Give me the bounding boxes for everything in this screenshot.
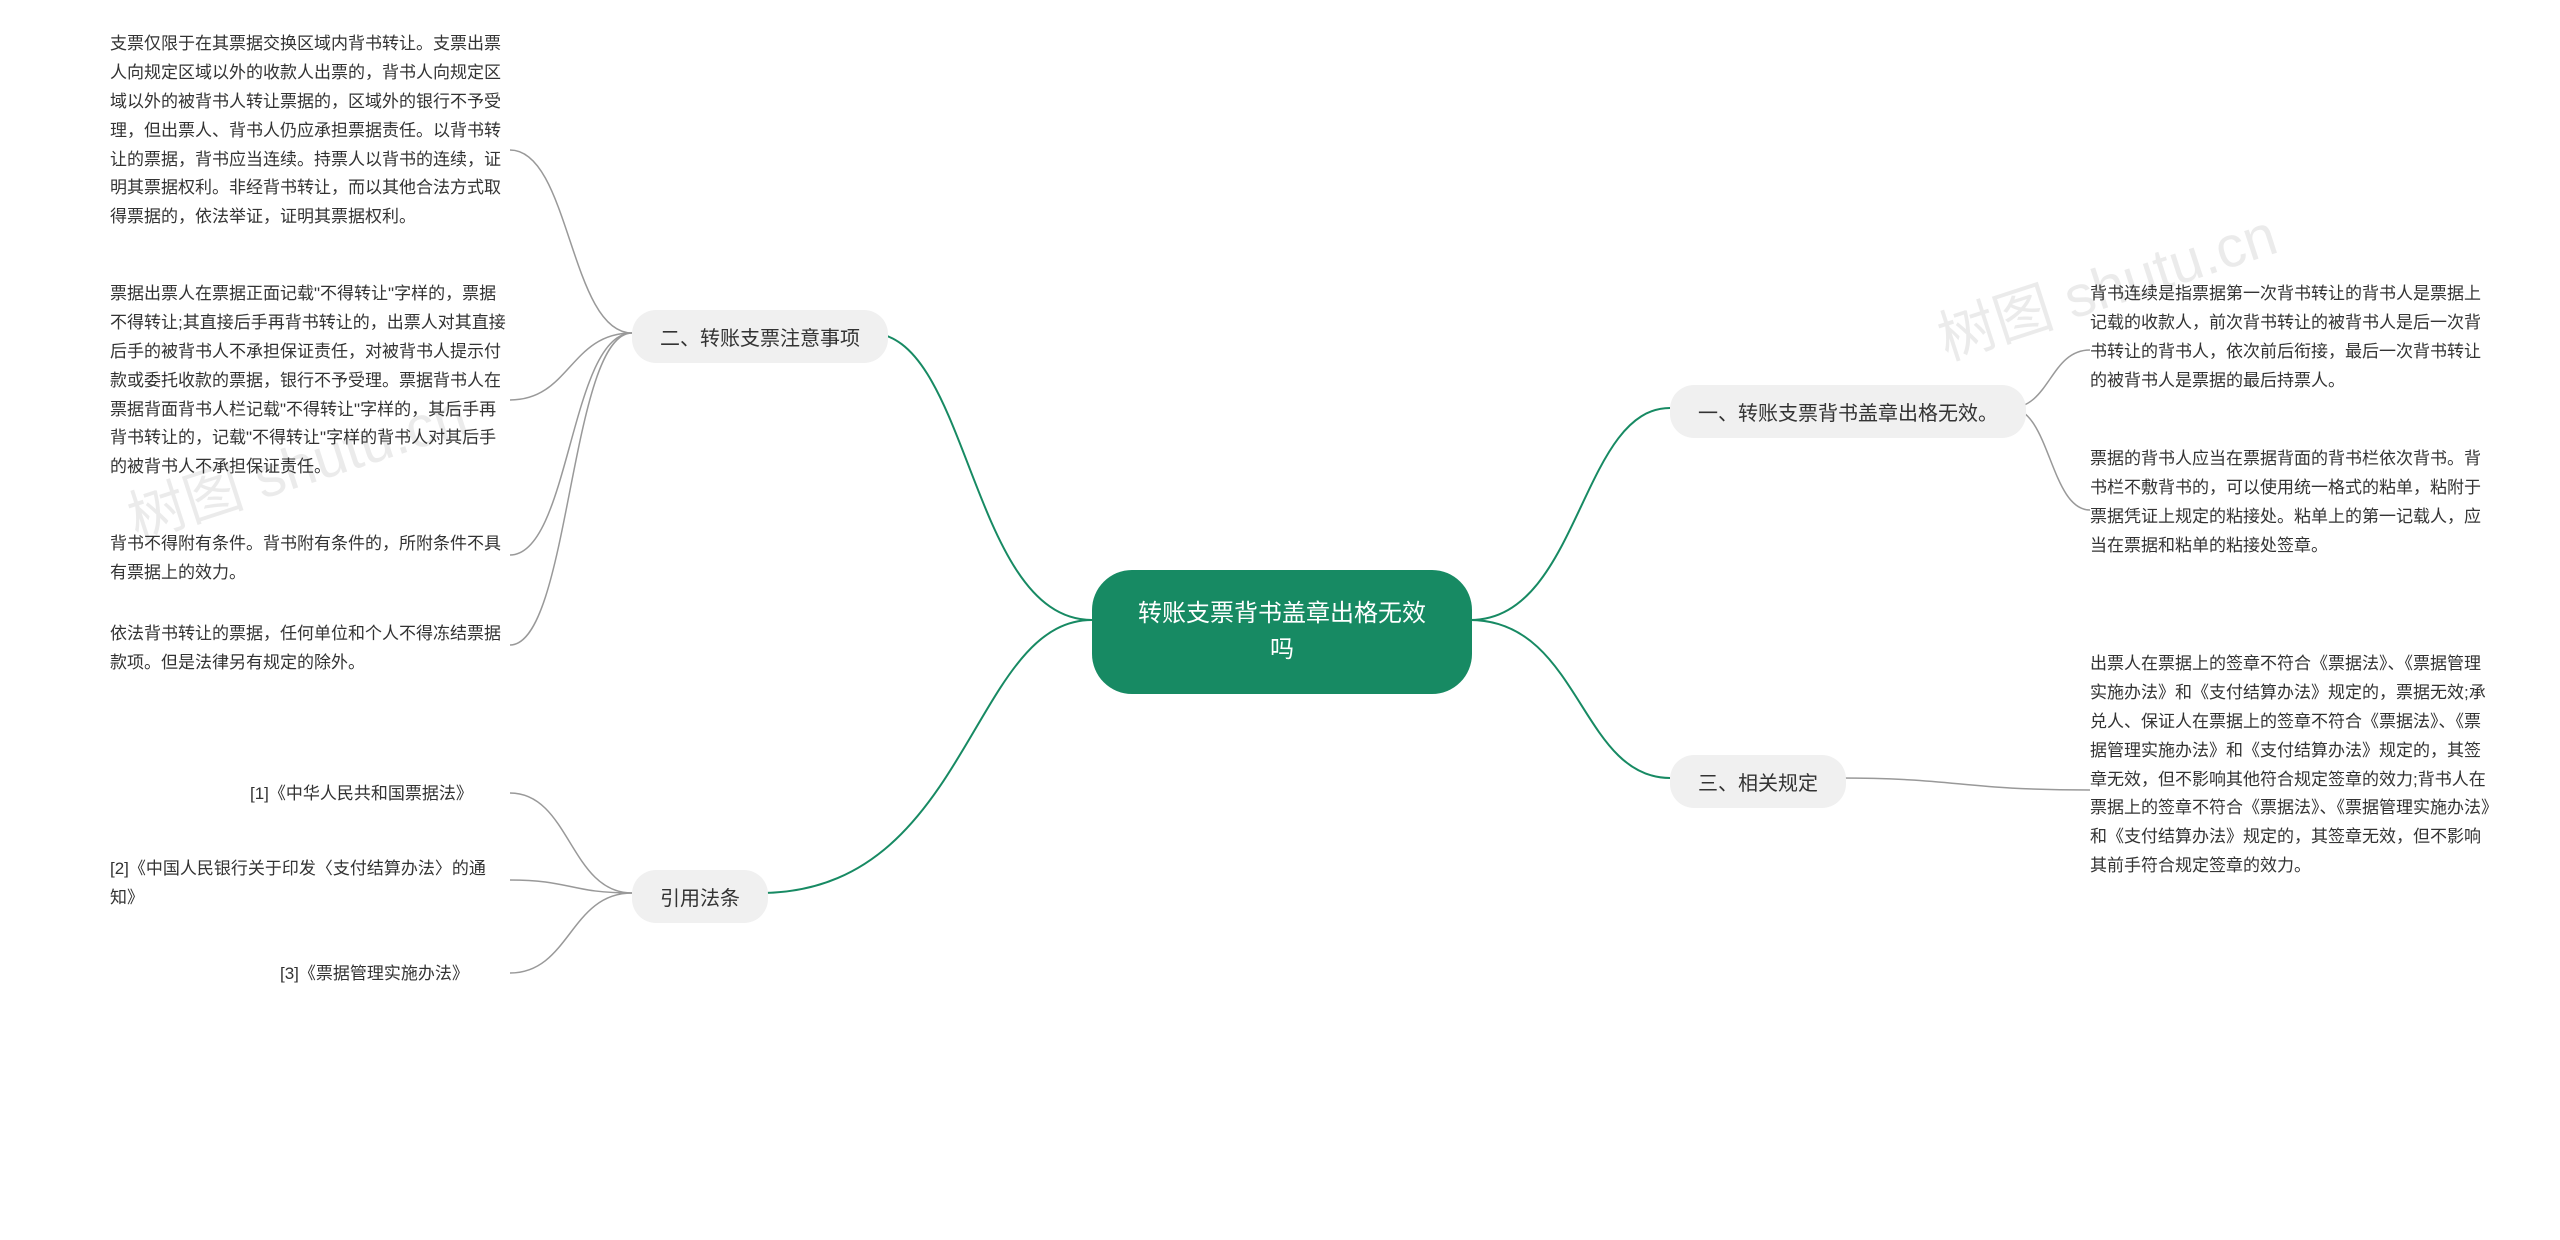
leaf-4a: [1]《中华人民共和国票据法》 (250, 780, 510, 809)
leaf-4c: [3]《票据管理实施办法》 (280, 960, 510, 989)
leaf-1b: 票据的背书人应当在票据背面的背书栏依次背书。背书栏不敷背书的，可以使用统一格式的… (2090, 445, 2490, 561)
branch-1[interactable]: 一、转账支票背书盖章出格无效。 (1670, 385, 2026, 438)
branch-4[interactable]: 引用法条 (632, 870, 768, 923)
leaf-2a: 支票仅限于在其票据交换区域内背书转让。支票出票人向规定区域以外的收款人出票的，背… (110, 30, 510, 232)
center-node[interactable]: 转账支票背书盖章出格无效吗 (1092, 570, 1472, 694)
leaf-2b: 票据出票人在票据正面记载"不得转让"字样的，票据不得转让;其直接后手再背书转让的… (110, 280, 510, 482)
leaf-3a: 出票人在票据上的签章不符合《票据法》、《票据管理实施办法》和《支付结算办法》规定… (2090, 650, 2490, 881)
leaf-4b: [2]《中国人民银行关于印发〈支付结算办法〉的通知》 (110, 855, 510, 913)
leaf-2c: 背书不得附有条件。背书附有条件的，所附条件不具有票据上的效力。 (110, 530, 510, 588)
leaf-2d: 依法背书转让的票据，任何单位和个人不得冻结票据款项。但是法律另有规定的除外。 (110, 620, 510, 678)
branch-2[interactable]: 二、转账支票注意事项 (632, 310, 888, 363)
leaf-1a: 背书连续是指票据第一次背书转让的背书人是票据上记载的收款人，前次背书转让的被背书… (2090, 280, 2490, 396)
branch-3[interactable]: 三、相关规定 (1670, 755, 1846, 808)
